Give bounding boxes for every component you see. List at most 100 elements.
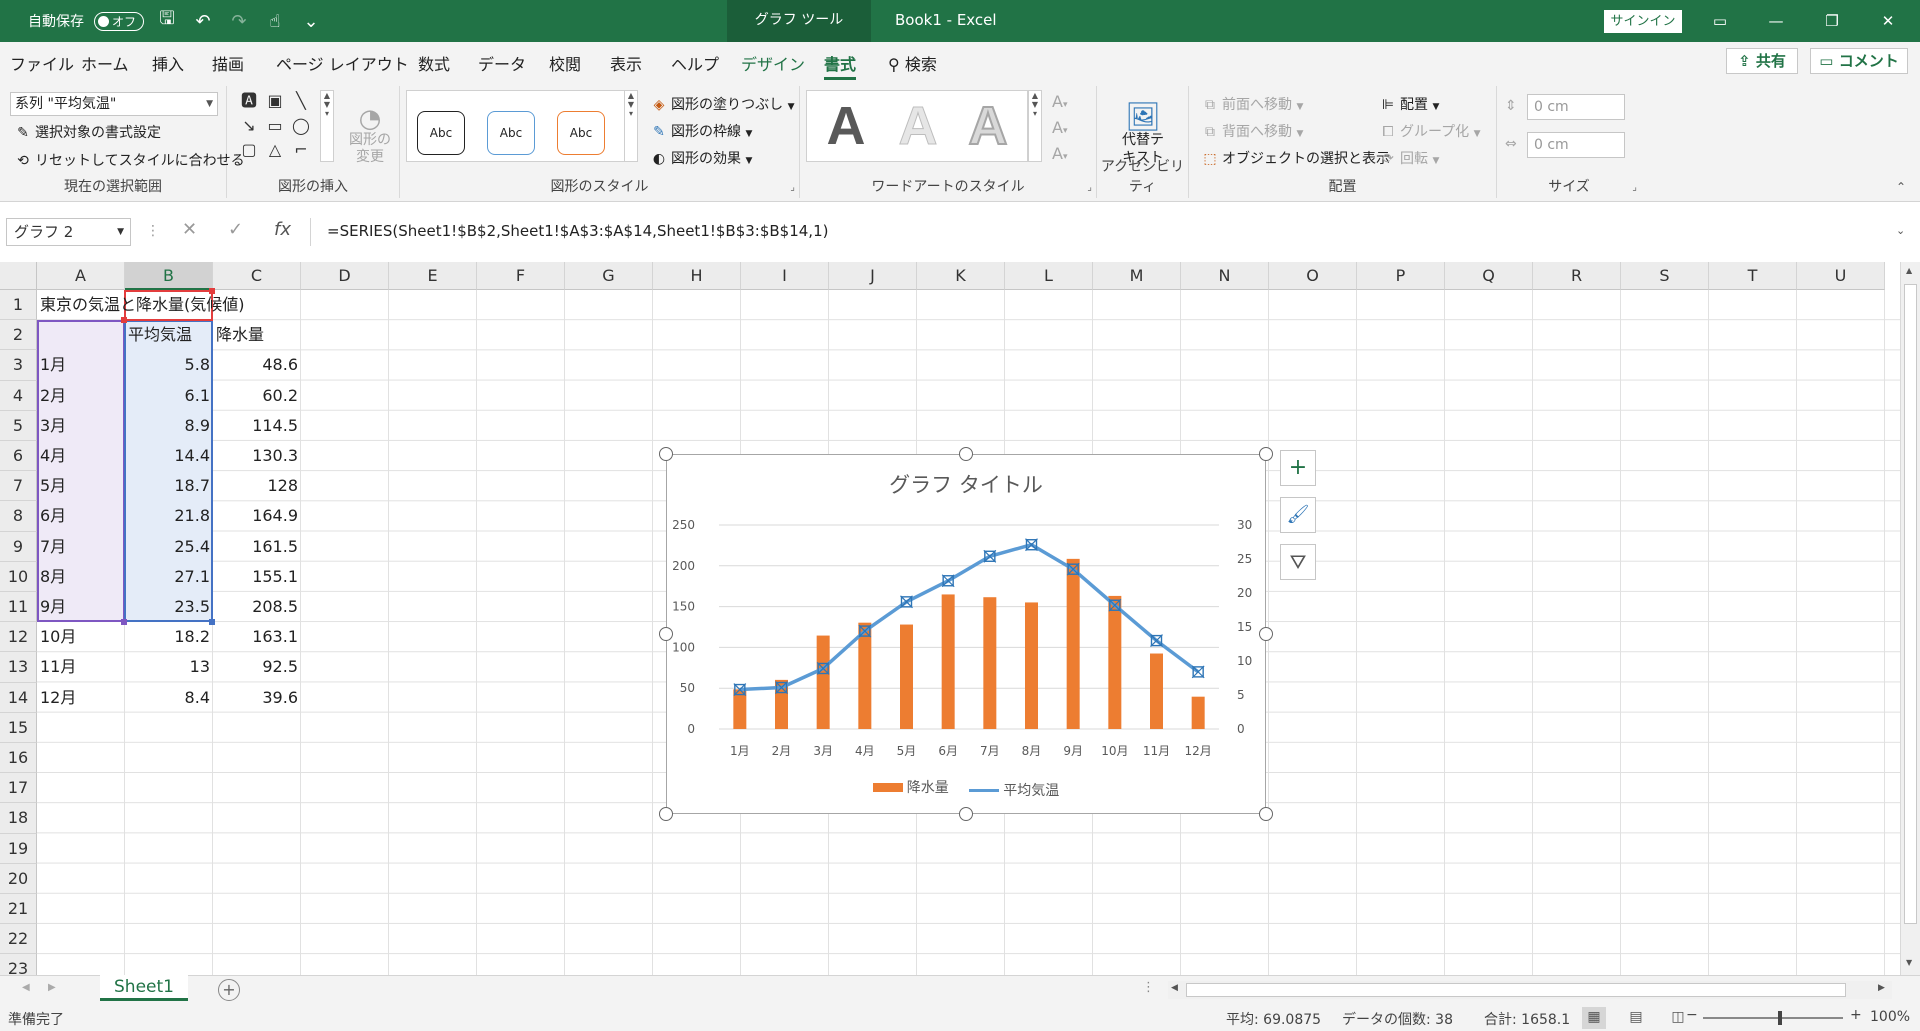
rotate-button[interactable]: ⟳ 回転 ▼	[1379, 148, 1439, 168]
format-selection-button[interactable]: ✎ 選択対象の書式設定	[14, 122, 161, 142]
cell-c14[interactable]: 39.6	[262, 687, 298, 707]
signin-button[interactable]: サインイン	[1604, 10, 1682, 33]
bring-forward-button[interactable]: ⧉ 前面へ移動 ▼	[1201, 94, 1303, 114]
undo-icon[interactable]: ↶	[195, 10, 211, 32]
cell-b3[interactable]: 5.8	[184, 355, 210, 375]
minimize-icon[interactable]: —	[1768, 12, 1784, 30]
cell-b5[interactable]: 8.9	[184, 415, 210, 435]
chart-filters-button[interactable]: ⛛	[1280, 544, 1316, 580]
row-header-16[interactable]: 16	[0, 743, 37, 774]
column-header-f[interactable]: F	[477, 262, 565, 290]
sheet-tab-sheet1[interactable]: Sheet1	[100, 975, 188, 1001]
tab-format[interactable]: 書式	[824, 51, 857, 80]
cell-a1[interactable]: 東京の気温と降水量(気候値)	[40, 295, 245, 314]
resize-handle-bottom[interactable]	[959, 807, 973, 821]
column-header-k[interactable]: K	[917, 262, 1005, 290]
cell-b10[interactable]: 27.1	[174, 566, 210, 586]
shape-style-orange[interactable]: Abc	[557, 111, 605, 155]
resize-handle-right[interactable]	[1259, 627, 1273, 641]
zoom-slider-knob[interactable]	[1778, 1011, 1782, 1025]
redo-icon[interactable]: ↷	[231, 10, 247, 32]
vertical-scrollbar[interactable]: ▲ ▼	[1900, 262, 1920, 975]
tab-file[interactable]: ファイル	[10, 55, 75, 74]
selection-pane-button[interactable]: ⬚ オブジェクトの選択と表示	[1201, 148, 1390, 168]
column-header-p[interactable]: P	[1357, 262, 1445, 290]
cell-a11[interactable]: 9月	[40, 597, 67, 616]
tab-formulas[interactable]: 数式	[418, 55, 451, 74]
column-header-q[interactable]: Q	[1445, 262, 1533, 290]
row-header-22[interactable]: 22	[0, 924, 37, 955]
triangle-shape-icon[interactable]: △	[268, 140, 282, 160]
normal-view-icon[interactable]: ▦	[1582, 1007, 1606, 1029]
dialog-launcher-icon[interactable]: ⌟	[1632, 182, 1637, 193]
align-button[interactable]: ⊫ 配置 ▼	[1379, 94, 1439, 114]
touch-mode-icon[interactable]: ☝	[269, 10, 281, 32]
tab-view[interactable]: 表示	[610, 55, 643, 74]
alt-text-button[interactable]: 🖼 代替テ キスト	[1115, 90, 1171, 167]
cell-b2[interactable]: 平均気温	[128, 325, 193, 345]
shape-effects-button[interactable]: ◐ 図形の効果 ▼	[650, 148, 752, 168]
oval-shape-icon[interactable]: ◯	[292, 115, 310, 135]
tab-help[interactable]: ヘルプ	[671, 55, 720, 74]
resize-handle-top[interactable]	[959, 447, 973, 461]
column-header-e[interactable]: E	[389, 262, 477, 290]
row-header-3[interactable]: 3	[0, 350, 37, 381]
row-header-4[interactable]: 4	[0, 380, 37, 411]
column-header-g[interactable]: G	[565, 262, 653, 290]
row-header-1[interactable]: 1	[0, 290, 37, 321]
group-objects-button[interactable]: ⧠ グループ化 ▼	[1379, 121, 1480, 141]
rectangle-shape-icon[interactable]: ▭	[267, 115, 283, 135]
column-header-a[interactable]: A	[37, 262, 125, 290]
reset-style-button[interactable]: ⟲ リセットしてスタイルに合わせる	[14, 150, 244, 170]
connector-shape-icon[interactable]: ⌐	[294, 140, 308, 160]
save-icon[interactable]: 🖫	[159, 8, 175, 29]
name-box[interactable]: グラフ 2 ▼	[6, 218, 131, 246]
scroll-up-icon[interactable]: ▲	[1906, 266, 1913, 275]
column-header-l[interactable]: L	[1005, 262, 1093, 290]
cell-a8[interactable]: 6月	[40, 506, 67, 526]
row-header-21[interactable]: 21	[0, 894, 37, 925]
wordart-gallery-scroll[interactable]: ▲ ▼ ▾	[1028, 90, 1042, 162]
cell-b9[interactable]: 25.4	[174, 536, 210, 556]
row-header-13[interactable]: 13	[0, 652, 37, 683]
column-header-h[interactable]: H	[653, 262, 741, 290]
arrow-line-shape-icon[interactable]: ↘	[242, 115, 256, 135]
shape-fill-button[interactable]: ◈ 図形の塗りつぶし ▼	[650, 94, 795, 114]
cell-a9[interactable]: 7月	[40, 536, 67, 556]
row-header-20[interactable]: 20	[0, 863, 37, 894]
add-sheet-icon[interactable]: +	[218, 979, 240, 1001]
cell-b12[interactable]: 18.2	[174, 627, 210, 647]
row-header-7[interactable]: 7	[0, 471, 37, 502]
column-header-u[interactable]: U	[1797, 262, 1885, 290]
cell-c6[interactable]: 130.3	[252, 446, 298, 465]
page-break-view-icon[interactable]: ◫	[1671, 1009, 1685, 1025]
row-header-6[interactable]: 6	[0, 441, 37, 472]
send-backward-button[interactable]: ⧉ 背面へ移動 ▼	[1201, 121, 1303, 141]
cell-c3[interactable]: 48.6	[262, 355, 298, 375]
shape-gallery-scroll[interactable]: ▲ ▼ ▾	[320, 90, 334, 162]
chart-title[interactable]: グラフ タイトル	[889, 473, 1043, 497]
vertical-textbox-shape-icon[interactable]: ▣	[267, 91, 283, 110]
zoom-slider[interactable]	[1703, 1017, 1843, 1019]
cell-b4[interactable]: 6.1	[184, 385, 210, 405]
range-handle-icon[interactable]	[121, 619, 127, 625]
shape-width-input[interactable]: 0 cm	[1527, 132, 1625, 158]
cell-c13[interactable]: 92.5	[262, 657, 298, 677]
chart-elements-combo[interactable]: 系列 "平均気温" ▼	[10, 92, 218, 116]
next-sheet-icon[interactable]: ▶	[48, 982, 56, 993]
cell-a3[interactable]: 1月	[40, 355, 67, 375]
cell-b11[interactable]: 23.5	[174, 597, 210, 616]
cell-a10[interactable]: 8月	[40, 566, 67, 586]
range-handle-icon[interactable]	[209, 619, 215, 625]
line-shape-icon[interactable]: ╲	[296, 91, 306, 110]
horizontal-scrollbar[interactable]: ◀ ▶	[1168, 981, 1892, 999]
range-handle-icon[interactable]	[209, 288, 215, 294]
row-header-15[interactable]: 15	[0, 712, 37, 743]
row-header-14[interactable]: 14	[0, 682, 37, 713]
column-header-s[interactable]: S	[1621, 262, 1709, 290]
column-header-b[interactable]: B	[125, 262, 213, 290]
cell-b6[interactable]: 14.4	[174, 446, 210, 465]
vertical-scroll-thumb[interactable]	[1904, 284, 1917, 924]
tab-insert[interactable]: 挿入	[152, 55, 185, 74]
textbox-shape-icon[interactable]: 🅰	[240, 91, 257, 110]
